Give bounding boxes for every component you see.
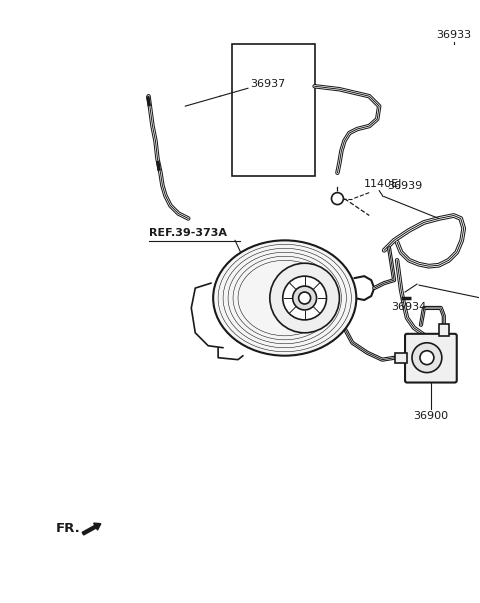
Circle shape <box>283 276 326 320</box>
Text: 36934: 36934 <box>391 302 426 312</box>
Text: 36939: 36939 <box>387 181 422 191</box>
Text: 36933: 36933 <box>436 30 471 40</box>
Bar <box>395 353 407 362</box>
Text: 1140EJ: 1140EJ <box>364 178 403 189</box>
Circle shape <box>332 192 343 204</box>
Text: 36937: 36937 <box>250 79 285 89</box>
Text: 36900: 36900 <box>413 411 448 421</box>
FancyBboxPatch shape <box>405 334 457 382</box>
Ellipse shape <box>213 241 356 356</box>
Circle shape <box>270 264 339 333</box>
Circle shape <box>299 292 311 304</box>
Circle shape <box>293 286 316 310</box>
Circle shape <box>420 351 434 365</box>
FancyArrow shape <box>82 523 101 535</box>
Circle shape <box>412 343 442 373</box>
Text: REF.39-373A: REF.39-373A <box>148 229 227 238</box>
Bar <box>439 324 449 336</box>
Text: FR.: FR. <box>56 522 81 535</box>
Bar <box>232 45 314 175</box>
